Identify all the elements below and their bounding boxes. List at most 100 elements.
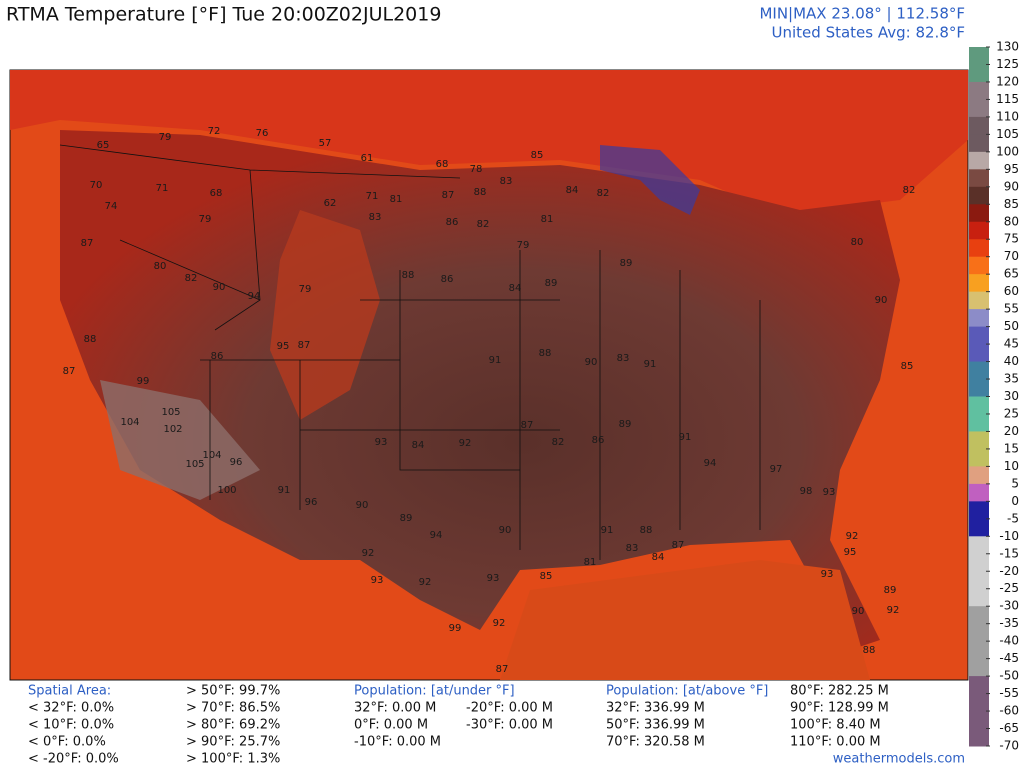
colorbar-segment (969, 361, 989, 380)
map-value: 72 (208, 126, 221, 137)
colorbar-label: 100 (996, 144, 1019, 158)
map-value: 87 (63, 366, 76, 377)
stat-text: -10°F: 0.00 M (354, 735, 441, 750)
map-value: 96 (305, 497, 318, 508)
map-value: 89 (619, 419, 632, 430)
colorbar-label: 65 (1004, 267, 1019, 281)
map-value: 85 (540, 571, 553, 582)
map-value: 90 (213, 282, 226, 293)
stat-text: 110°F: 0.00 M (790, 735, 881, 750)
map-value: 94 (430, 530, 443, 541)
map-value: 79 (159, 132, 172, 143)
stat-text: -20°F: 0.00 M (466, 701, 553, 716)
colorbar-label: -70 (999, 739, 1019, 753)
map-value: 78 (470, 164, 483, 175)
map-value: 76 (256, 128, 269, 139)
stat-text: 80°F: 282.25 M (790, 684, 889, 699)
map-value: 82 (552, 437, 565, 448)
colorbar-segment (969, 483, 989, 502)
colorbar-label: 45 (1004, 337, 1019, 351)
map-value: 93 (371, 575, 384, 586)
colorbar-label: 20 (1004, 424, 1019, 438)
stat-text: Population: [at/under °F] (354, 684, 515, 699)
stat-text: > 80°F: 69.2% (186, 718, 280, 733)
map-value: 88 (402, 270, 415, 281)
colorbar-label: 90 (1004, 179, 1019, 193)
map-value: 61 (361, 153, 374, 164)
colorbar-label: 80 (1004, 214, 1019, 228)
colorbar-label: 40 (1004, 354, 1019, 368)
map-value: 86 (592, 435, 605, 446)
colorbar-label: -35 (999, 616, 1019, 630)
map-value: 65 (97, 140, 110, 151)
colorbar-segment (969, 64, 989, 83)
colorbar-segment (969, 466, 989, 485)
map-value: 88 (640, 525, 653, 536)
stat-text: > 70°F: 86.5% (186, 701, 280, 716)
canada (10, 70, 968, 215)
colorbar-label: -30 (999, 599, 1019, 613)
map-value: 83 (617, 353, 630, 364)
colorbar-label: 15 (1004, 441, 1019, 455)
colorbar-segment (969, 204, 989, 223)
colorbar-label: 0 (1011, 494, 1019, 508)
map-value: 80 (154, 261, 167, 272)
colorbar-segment (969, 221, 989, 240)
map-value: 71 (366, 191, 379, 202)
map-value: 92 (419, 577, 432, 588)
colorbar-label: 125 (996, 57, 1019, 71)
great-lakes (600, 145, 700, 215)
colorbar-label: 55 (1004, 302, 1019, 316)
map-value: 93 (375, 437, 388, 448)
colorbar-label: -20 (999, 564, 1019, 578)
map-value: 104 (202, 450, 221, 461)
map-value: 88 (539, 348, 552, 359)
map-value: 90 (585, 357, 598, 368)
map-value: 91 (601, 525, 614, 536)
map-value: 81 (390, 194, 403, 205)
stat-text: > 50°F: 99.7% (186, 684, 280, 699)
colorbar-label: 60 (1004, 284, 1019, 298)
stat-text: 70°F: 320.58 M (606, 735, 705, 750)
map-value: 57 (319, 138, 332, 149)
colorbar-segment (969, 536, 989, 555)
colorbar-segment (969, 641, 989, 660)
colorbar-label: -15 (999, 546, 1019, 560)
colorbar-label: 5 (1011, 476, 1019, 490)
map-value: 86 (211, 351, 224, 362)
colorbar-segment (969, 379, 989, 397)
map-value: 82 (185, 273, 198, 284)
map-value: 102 (163, 424, 182, 435)
map-value: 82 (597, 188, 610, 199)
colorbar-label: 75 (1004, 232, 1019, 246)
map-value: 85 (901, 361, 914, 372)
colorbar-label: -40 (999, 634, 1019, 648)
min-max: MIN|MAX 23.08° | 112.58°F (759, 5, 965, 23)
map-value: 85 (531, 150, 544, 161)
colorbar-segment (969, 553, 989, 572)
map-value: 86 (446, 217, 459, 228)
colorbar-label: -60 (999, 704, 1019, 718)
colorbar-label: -5 (1007, 511, 1019, 525)
map-value: 91 (489, 355, 502, 366)
map-value: 92 (362, 548, 375, 559)
average: United States Avg: 82.8°F (772, 24, 965, 42)
map-value: 88 (84, 334, 97, 345)
colorbar-label: 70 (1004, 249, 1019, 263)
map-value: 83 (626, 543, 639, 554)
map-value: 93 (821, 569, 834, 580)
colorbar-segment (969, 711, 989, 730)
colorbar-segment (969, 47, 989, 65)
stat-text: < 32°F: 0.0% (28, 701, 114, 716)
map-value: 83 (369, 212, 382, 223)
map-value: 62 (324, 198, 337, 209)
colorbar-label: -45 (999, 651, 1019, 665)
colorbar-segment (969, 588, 989, 607)
colorbar-segment (969, 256, 989, 275)
map-value: 105 (185, 459, 204, 470)
colorbar-label: -25 (999, 581, 1019, 595)
map-value: 87 (672, 540, 685, 551)
map-value: 96 (230, 457, 243, 468)
map-value: 89 (545, 278, 558, 289)
